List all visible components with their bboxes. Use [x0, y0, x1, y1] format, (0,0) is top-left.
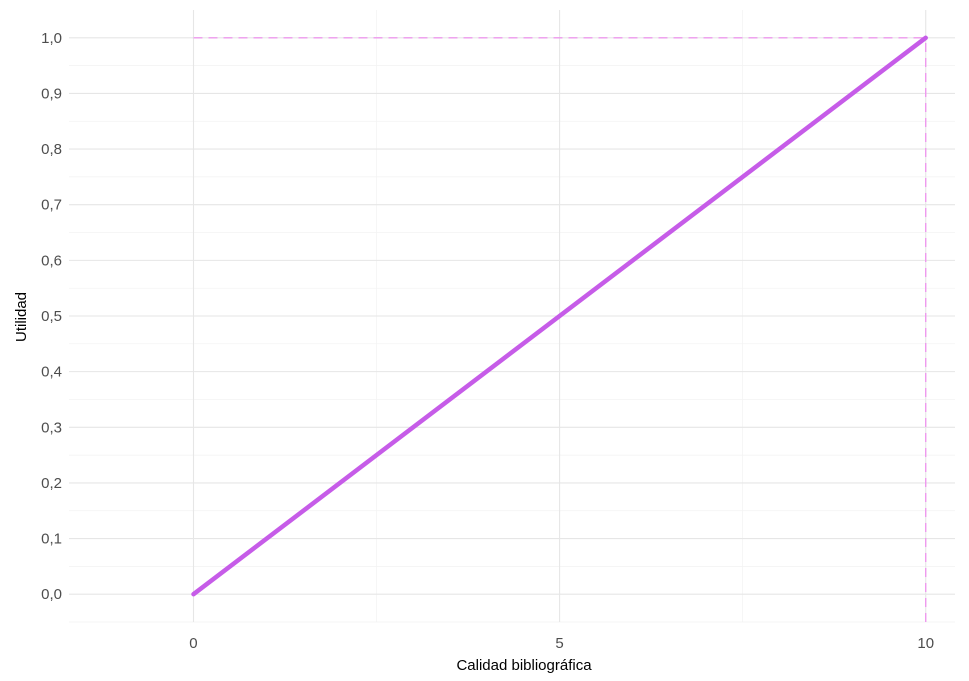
series	[191, 35, 928, 597]
x-axis-title: Calidad bibliográfica	[456, 657, 592, 674]
x-tick-label: 0	[189, 635, 197, 652]
y-tick-label: 0,9	[41, 85, 62, 102]
y-tick-label: 0,1	[41, 531, 62, 548]
y-tick-label: 0,6	[41, 252, 62, 269]
x-tick-labels: 0 5 10	[189, 635, 934, 652]
y-tick-label: 1,0	[41, 30, 62, 47]
x-tick-label: 10	[917, 635, 934, 652]
y-tick-label: 0,8	[41, 141, 62, 158]
y-tick-label: 0,2	[41, 475, 62, 492]
y-tick-label: 0,7	[41, 197, 62, 214]
y-tick-label: 0,3	[41, 419, 62, 436]
y-tick-labels: 0,0 0,1 0,2 0,3 0,4 0,5 0,6 0,7 0,8 0,9 1,0	[41, 30, 62, 603]
y-tick-label: 0,0	[41, 586, 62, 603]
y-tick-label: 0,5	[41, 308, 62, 325]
x-tick-label: 5	[555, 635, 563, 652]
y-axis-title: Utilidad	[13, 292, 30, 342]
reference-lines	[193, 37, 927, 622]
y-tick-label: 0,4	[41, 364, 62, 381]
grid	[69, 10, 955, 623]
series-line	[191, 35, 928, 597]
